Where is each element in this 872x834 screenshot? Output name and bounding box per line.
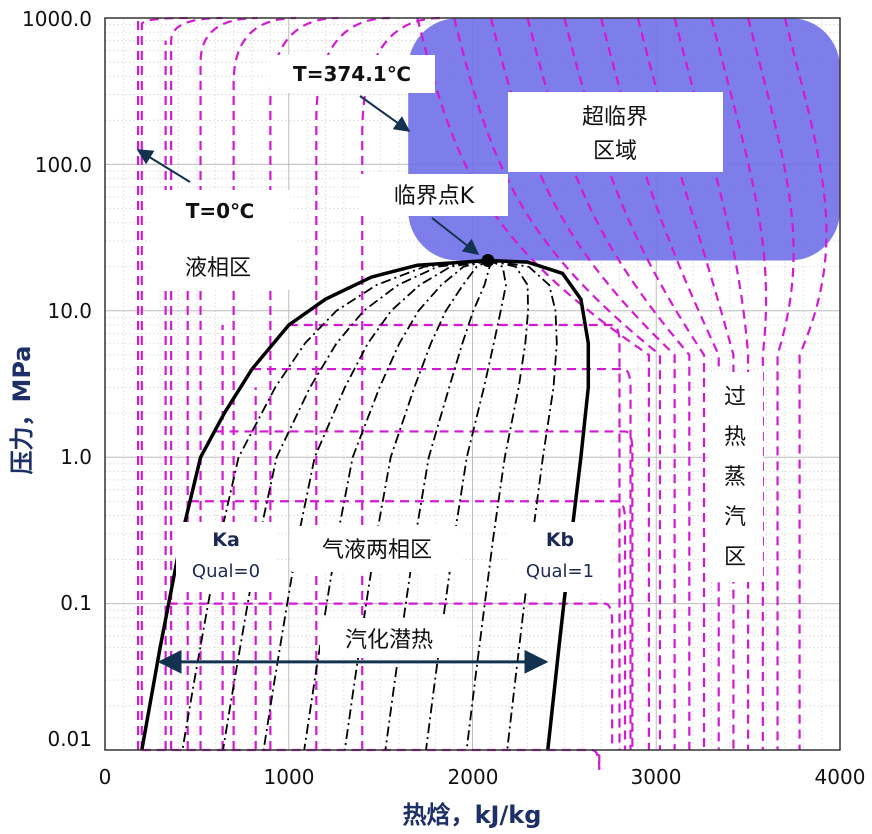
arrow-t374 (359, 95, 411, 132)
isotherm-line (673, 17, 750, 750)
y-axis-label: 压力，MPa (8, 345, 36, 474)
label-superheated-4: 汽 (724, 505, 746, 530)
x-tick-label: 0 (99, 765, 112, 789)
plot-frame (104, 17, 841, 751)
quality-line (487, 259, 558, 751)
label-supercritical-line2: 区域 (593, 139, 637, 164)
label-superheated-3: 蒸 (724, 465, 746, 490)
label-box-kb (508, 522, 613, 592)
label-t0: T=0℃ (186, 199, 255, 223)
label-superheated-1: 过 (724, 385, 746, 410)
isotherm-line (252, 367, 632, 750)
saturation-dome (140, 258, 591, 751)
label-liquid-region: 液相区 (185, 256, 251, 281)
isotherm-line (269, 16, 339, 750)
x-axis: 0 1000 2000 3000 4000 热焓，kJ/kg (99, 765, 866, 829)
isotherm-line (288, 323, 621, 750)
label-ka: Ka (212, 529, 240, 551)
quality-line (222, 259, 489, 751)
isotherm-line (141, 748, 601, 771)
saturated-vapor-line (487, 258, 591, 751)
y-tick-label: 10.0 (47, 299, 92, 323)
label-two-phase-region: 气液两相区 (322, 538, 432, 563)
y-tick-label: 100.0 (35, 153, 92, 177)
x-tick-label: 3000 (631, 765, 682, 789)
isotherm-line (170, 16, 223, 750)
y-tick-label: 1.0 (60, 445, 92, 469)
x-tick-label: 1000 (264, 765, 315, 789)
isotherm-line (600, 17, 720, 750)
label-box-t374 (270, 55, 435, 93)
isotherm-line (232, 16, 297, 750)
isotherm-line (563, 17, 706, 750)
y-tick-label: 0.1 (60, 591, 92, 615)
arrow-critical (431, 217, 480, 255)
arrow-t0 (136, 149, 191, 183)
quality-line (343, 259, 492, 751)
isotherm-line (453, 17, 662, 750)
critical-point-marker (481, 253, 495, 267)
label-supercritical-line1: 超临界 (582, 105, 648, 130)
x-axis-label: 热焓，kJ/kg (403, 801, 542, 829)
isotherm-line (189, 500, 627, 750)
quality-line (425, 259, 507, 751)
quality-line (262, 259, 489, 751)
label-kb-quality: Qual=1 (526, 561, 594, 582)
label-kb: Kb (546, 529, 574, 551)
label-superheated-2: 热 (724, 425, 746, 450)
y-axis: 1000.0 100.0 10.0 1.0 0.1 0.01 压力，MPa (8, 7, 92, 751)
quality-line (181, 259, 488, 751)
isotherm-line (140, 16, 188, 750)
label-ka-quality: Qual=0 (192, 561, 260, 582)
isotherm-line (489, 17, 676, 750)
isotherm-line (168, 602, 614, 750)
label-box-supercritical (508, 92, 723, 172)
label-box-t0 (150, 190, 290, 232)
quality-line (384, 259, 491, 751)
y-tick-label: 0.01 (47, 727, 92, 751)
x-tick-label: 4000 (815, 765, 866, 789)
isotherm-line (361, 16, 442, 750)
label-box-two-phase (292, 526, 462, 572)
isotherm-line (636, 17, 735, 750)
label-superheated-5: 区 (724, 545, 746, 570)
label-box-critical (360, 174, 508, 216)
isotherm-line (199, 16, 258, 750)
saturated-liquid-line (140, 258, 489, 751)
label-critical-point: 临界点K (394, 184, 475, 209)
isotherm-line (214, 430, 634, 750)
label-t374: T=374.1℃ (293, 62, 411, 86)
label-latent-heat: 汽化潜热 (345, 628, 433, 653)
x-tick-label: 2000 (448, 765, 499, 789)
label-box-liquid (150, 232, 295, 290)
label-box-ka (176, 522, 276, 592)
y-tick-label: 1000.0 (22, 7, 92, 31)
quality-line (465, 259, 530, 751)
label-box-superheated (708, 372, 763, 582)
isotherm-line (526, 17, 691, 750)
isotherm-line (315, 16, 390, 750)
quality-line (303, 259, 490, 751)
